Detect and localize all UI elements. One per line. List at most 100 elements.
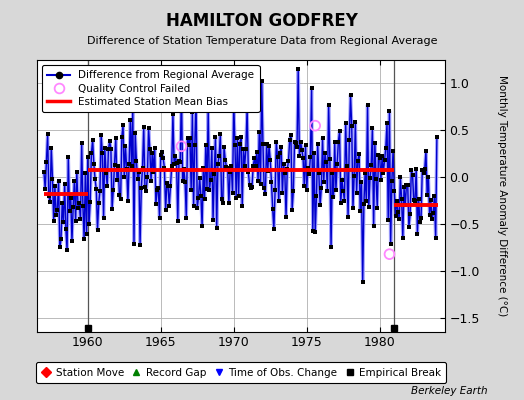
Point xyxy=(252,163,260,169)
Point xyxy=(325,155,334,162)
Point xyxy=(82,231,91,238)
Point xyxy=(147,178,155,184)
Point xyxy=(408,172,417,179)
Point xyxy=(301,142,310,148)
Point xyxy=(208,145,216,152)
Point xyxy=(335,128,344,135)
Point xyxy=(329,194,337,200)
Point xyxy=(104,146,113,152)
Point xyxy=(128,106,137,112)
Point xyxy=(286,137,294,143)
Point xyxy=(285,158,293,164)
Point xyxy=(291,140,300,146)
Point xyxy=(336,200,345,206)
Point xyxy=(124,198,132,204)
Point xyxy=(161,207,170,214)
Point xyxy=(215,153,223,159)
Point xyxy=(108,205,116,212)
Point xyxy=(111,162,119,168)
Point xyxy=(102,169,110,176)
Point xyxy=(282,214,290,220)
Point xyxy=(363,102,372,108)
Point xyxy=(103,183,112,189)
Point xyxy=(69,203,78,210)
Point xyxy=(428,216,436,222)
Point xyxy=(270,226,278,232)
Point xyxy=(105,138,114,144)
Point xyxy=(85,221,93,228)
Point xyxy=(135,169,143,175)
Point xyxy=(41,186,49,192)
Point xyxy=(73,169,81,175)
Point xyxy=(221,156,230,163)
Point xyxy=(146,146,154,152)
Point xyxy=(138,165,147,171)
Point xyxy=(80,236,89,242)
Point xyxy=(66,208,74,215)
Point xyxy=(84,154,92,161)
Point xyxy=(50,218,58,224)
Point xyxy=(159,155,167,162)
Point xyxy=(116,196,125,202)
Point xyxy=(264,168,272,174)
Point xyxy=(353,190,361,196)
Point xyxy=(254,177,262,184)
Point xyxy=(315,170,323,177)
Point xyxy=(40,169,48,176)
Point xyxy=(405,224,413,230)
Point xyxy=(338,177,346,184)
Point xyxy=(278,190,287,196)
Legend: Difference from Regional Average, Quality Control Failed, Estimated Station Mean: Difference from Regional Average, Qualit… xyxy=(42,65,259,112)
Point xyxy=(250,155,259,162)
Point xyxy=(279,161,288,168)
Point xyxy=(374,152,383,158)
Point xyxy=(119,122,127,128)
Point xyxy=(189,203,198,209)
Point xyxy=(429,210,438,217)
Point xyxy=(43,131,52,138)
Point xyxy=(216,131,225,138)
Point xyxy=(115,192,124,198)
Point xyxy=(245,182,254,188)
Point xyxy=(248,184,256,190)
Point xyxy=(256,181,265,188)
Point xyxy=(422,148,430,154)
Point xyxy=(141,184,149,190)
Point xyxy=(349,205,357,212)
Point xyxy=(192,94,200,101)
Point xyxy=(290,138,299,145)
Text: HAMILTON GODFREY: HAMILTON GODFREY xyxy=(166,12,358,30)
Point xyxy=(323,188,332,194)
Point xyxy=(406,211,414,217)
Point xyxy=(425,212,434,218)
Point xyxy=(132,158,140,164)
Point xyxy=(385,108,394,114)
Text: Difference of Station Temperature Data from Regional Average: Difference of Station Temperature Data f… xyxy=(87,36,437,46)
Point xyxy=(112,135,120,141)
Point xyxy=(43,73,52,79)
Point xyxy=(107,146,115,152)
Point xyxy=(342,120,350,126)
Point xyxy=(402,181,411,188)
Point xyxy=(321,150,329,156)
Point xyxy=(365,204,373,210)
Point xyxy=(396,174,405,180)
Point xyxy=(152,201,160,207)
Y-axis label: Monthly Temperature Anomaly Difference (°C): Monthly Temperature Anomaly Difference (… xyxy=(497,75,507,317)
Point xyxy=(97,132,105,138)
Point xyxy=(136,241,144,248)
Point xyxy=(165,202,173,209)
Point xyxy=(362,198,370,204)
Point xyxy=(93,226,102,233)
Point xyxy=(331,139,339,145)
Point xyxy=(356,208,365,215)
Point xyxy=(346,92,355,98)
Point xyxy=(170,161,178,168)
Point xyxy=(324,102,333,108)
Point xyxy=(366,175,374,182)
Point xyxy=(344,214,352,220)
Point xyxy=(101,145,109,151)
Point xyxy=(157,152,165,158)
Point xyxy=(339,188,347,194)
Point xyxy=(94,200,103,206)
